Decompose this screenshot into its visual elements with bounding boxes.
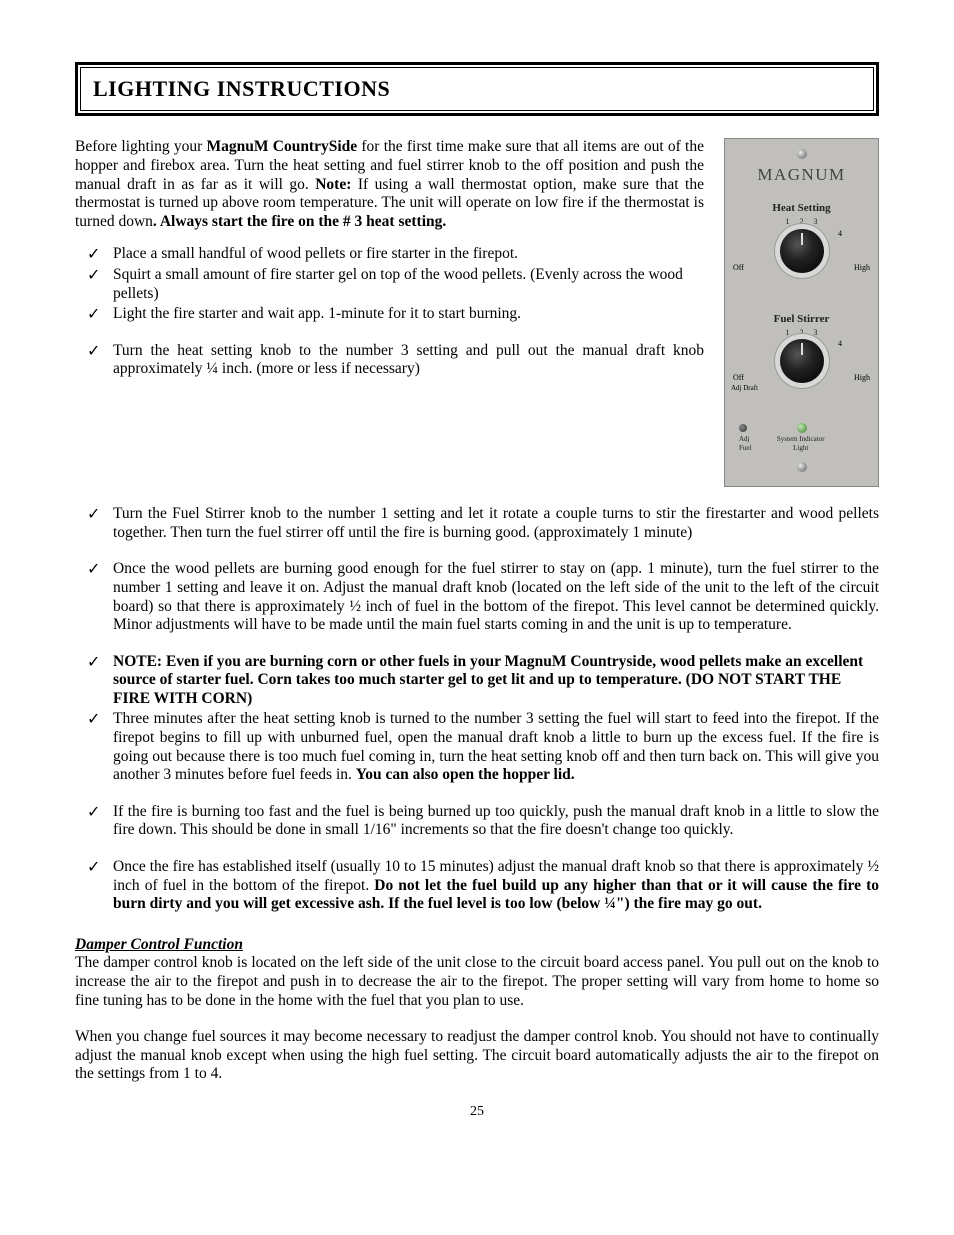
dial-num: 1	[786, 217, 790, 227]
list-item: Once the wood pellets are burning good e…	[87, 560, 879, 634]
heat-dial: Off High 4	[731, 229, 872, 299]
list-item: Turn the heat setting knob to the number…	[87, 342, 704, 379]
bold: . Always start the fire on the # 3 heat …	[153, 213, 446, 230]
bold: Note:	[315, 176, 351, 193]
intro-column: Before lighting your MagnuM CountrySide …	[75, 138, 704, 381]
page-title: LIGHTING INSTRUCTIONS	[93, 76, 861, 102]
list-item: Turn the Fuel Stirrer knob to the number…	[87, 505, 879, 542]
intro-row: Before lighting your MagnuM CountrySide …	[75, 138, 879, 487]
panel-logo: MAGNUM	[731, 165, 872, 185]
dial-num: 2	[800, 217, 804, 227]
fuel-stirrer-label: Fuel Stirrer	[731, 313, 872, 326]
bold: You can also open the hopper lid.	[356, 766, 575, 783]
dial-num: 4	[838, 229, 842, 239]
list-item: If the fire is burning too fast and the …	[87, 803, 879, 840]
indicator-labels: Adj Fuel System Indicator Light	[731, 435, 872, 452]
damper-p2: When you change fuel sources it may beco…	[75, 1028, 879, 1084]
adj-draft-label: Adj Draft	[731, 385, 758, 392]
heat-setting-label: Heat Setting	[731, 202, 872, 215]
page-number: 25	[75, 1104, 879, 1121]
sys-light-label: System Indicator Light	[777, 435, 825, 452]
dial-num: 4	[838, 339, 842, 349]
led-icon	[739, 424, 747, 432]
damper-heading: Damper Control Function	[75, 936, 879, 955]
list-item: Squirt a small amount of fire starter ge…	[87, 266, 704, 303]
checklist-main: Turn the Fuel Stirrer knob to the number…	[87, 505, 879, 914]
dial-num: 3	[814, 217, 818, 227]
control-panel-image: MAGNUM Heat Setting 1 2 3 Off High 4 Fue…	[724, 138, 879, 487]
bold: MagnuM CountrySide	[207, 138, 358, 155]
title-inner: LIGHTING INSTRUCTIONS	[80, 67, 874, 111]
dial-off: Off	[733, 263, 744, 273]
dial-high: High	[854, 263, 870, 273]
text: Before lighting your	[75, 138, 207, 155]
damper-p1: The damper control knob is located on th…	[75, 954, 879, 1010]
dial-num: 1	[786, 328, 790, 338]
screw-icon	[797, 462, 807, 472]
list-item: Light the fire starter and wait app. 1-m…	[87, 305, 704, 324]
led-green-icon	[797, 423, 807, 433]
adj-fuel-label: Adj Fuel	[739, 435, 751, 452]
checklist-top: Place a small handful of wood pellets or…	[87, 245, 704, 379]
list-item: Three minutes after the heat setting kno…	[87, 710, 879, 784]
title-frame: LIGHTING INSTRUCTIONS	[75, 62, 879, 116]
dial-high: High	[854, 373, 870, 383]
dial-off: Off	[733, 373, 744, 383]
dial-numbers: 1 2 3	[731, 328, 872, 338]
dial-numbers: 1 2 3	[731, 217, 872, 227]
list-item: Once the fire has established itself (us…	[87, 858, 879, 914]
dial-num: 3	[814, 328, 818, 338]
stirrer-dial: Off Adj Draft High 4	[731, 339, 872, 409]
screw-icon	[797, 149, 807, 159]
indicator-row	[731, 423, 872, 433]
list-item-note: NOTE: Even if you are burning corn or ot…	[87, 653, 879, 709]
dial-num: 2	[800, 328, 804, 338]
intro-paragraph: Before lighting your MagnuM CountrySide …	[75, 138, 704, 231]
knob-icon	[780, 339, 824, 383]
list-item: Place a small handful of wood pellets or…	[87, 245, 704, 264]
bold: NOTE: Even if you are burning corn or ot…	[113, 653, 863, 707]
knob-icon	[780, 229, 824, 273]
